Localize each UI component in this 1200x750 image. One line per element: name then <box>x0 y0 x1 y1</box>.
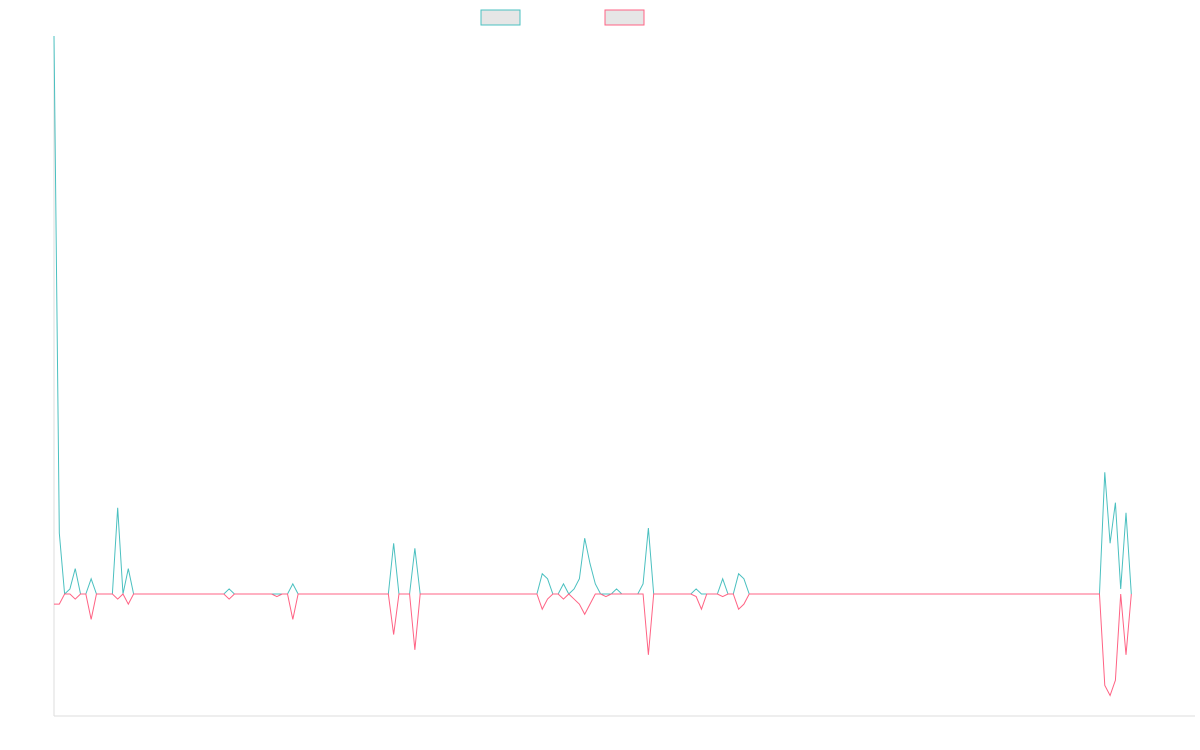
legend-swatch-series-2[interactable] <box>604 9 645 26</box>
legend <box>480 9 645 26</box>
series-line-1 <box>53 35 1132 596</box>
series-layer <box>53 35 1132 697</box>
series-line-2 <box>54 593 1132 697</box>
legend-swatch-series-1[interactable] <box>480 9 521 26</box>
axes <box>53 36 1195 717</box>
